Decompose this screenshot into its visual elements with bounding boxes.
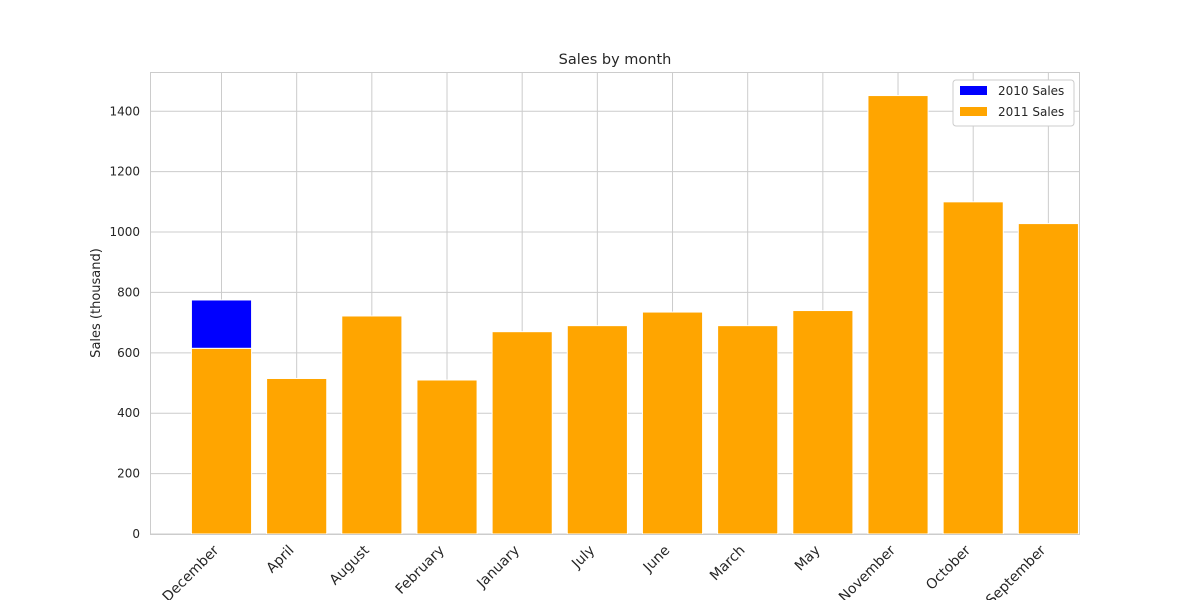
bar-2011-sales-august	[341, 315, 403, 535]
x-tick-label: July	[568, 543, 598, 573]
bar-2011-sales-december	[190, 347, 253, 535]
chart-title: Sales by month	[559, 52, 672, 68]
bar-2011-sales-october	[942, 201, 1004, 535]
bars	[190, 95, 1079, 535]
y-tick-label: 200	[117, 467, 140, 481]
bar-2011-sales-march	[717, 325, 779, 535]
y-tick-label: 1400	[109, 104, 140, 118]
x-tick-label: May	[792, 543, 824, 575]
x-tick-label: February	[393, 543, 448, 598]
bar-2011-sales-november	[867, 95, 929, 535]
x-tick-label: October	[923, 542, 974, 593]
y-tick-label: 800	[117, 285, 140, 299]
y-axis-label: Sales (thousand)	[89, 248, 104, 358]
bar-2011-sales-february	[416, 379, 478, 535]
y-tick-labels: 0 200 400 600 800 1000 1200 1400	[109, 104, 140, 541]
y-tick-label: 0	[132, 527, 140, 541]
x-tick-labels: December April August February January July Ju…	[160, 542, 1050, 600]
y-tick-label: 600	[117, 346, 140, 360]
x-tick-label: January	[473, 543, 523, 593]
x-tick-label: December	[160, 542, 223, 600]
y-tick-label: 400	[117, 406, 140, 420]
bar-2011-sales-may	[792, 310, 854, 535]
x-tick-label: March	[707, 543, 748, 584]
legend-label-2011: 2011 Sales	[998, 105, 1064, 119]
x-tick-label: August	[327, 542, 373, 588]
legend-label-2010: 2010 Sales	[998, 84, 1064, 98]
x-tick-label: November	[836, 542, 899, 600]
x-tick-label: September	[983, 542, 1049, 600]
legend-swatch-2010	[960, 86, 987, 95]
y-tick-label: 1000	[109, 225, 140, 239]
bar-2011-sales-april	[266, 377, 328, 535]
x-tick-label: June	[640, 543, 674, 577]
bar-2011-sales-january	[491, 331, 553, 535]
legend: 2010 Sales 2011 Sales	[952, 79, 1075, 127]
legend-swatch-2011	[960, 107, 987, 116]
y-tick-label: 1200	[109, 165, 140, 179]
bar-2011-sales-june	[641, 311, 704, 535]
x-tick-label: April	[264, 543, 298, 577]
plot-frame	[150, 72, 1080, 535]
bar-2010-sales-december	[190, 299, 253, 349]
bar-2011-sales-july	[566, 325, 628, 535]
bar-2011-sales-september	[1017, 223, 1079, 535]
